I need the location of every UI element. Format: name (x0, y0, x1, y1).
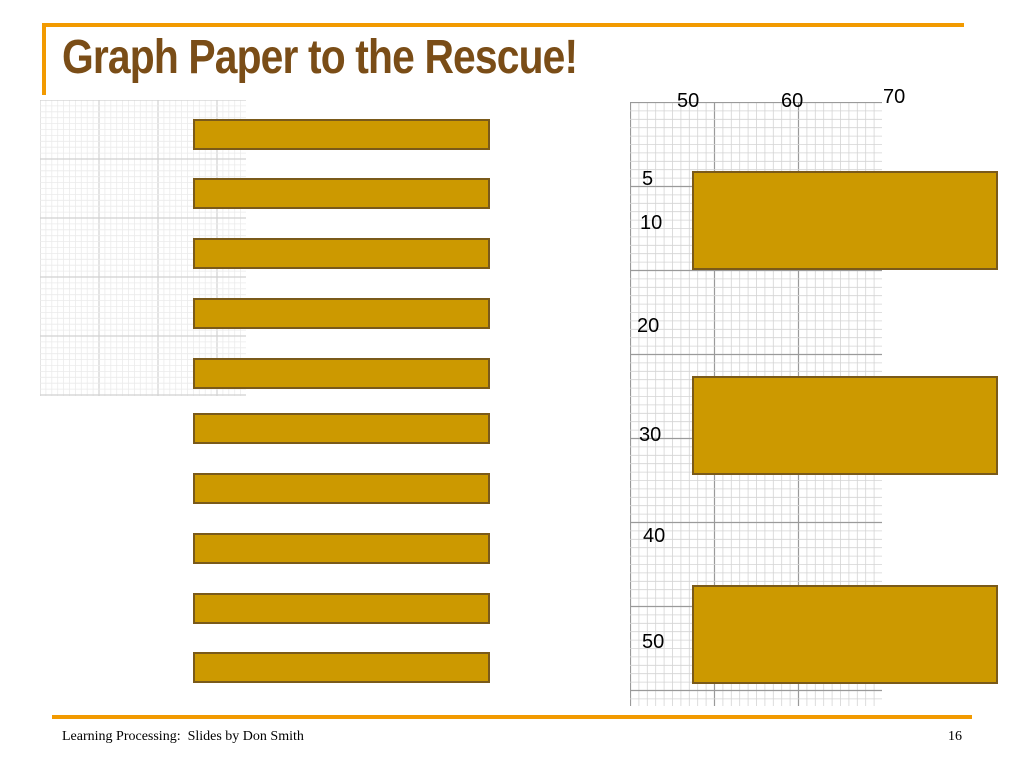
right-bar (692, 171, 998, 270)
x-axis-label: 50 (677, 90, 700, 112)
y-axis-label: 50 (642, 631, 665, 653)
page-number: 16 (948, 729, 962, 744)
left-bar (193, 593, 490, 624)
right-bar (692, 376, 998, 475)
title-accent-top (42, 23, 964, 27)
y-axis-label: 5 (642, 168, 654, 190)
right-bar (692, 585, 998, 684)
y-axis-label: 20 (637, 315, 660, 337)
y-axis-label: 30 (639, 424, 662, 446)
left-bar (193, 298, 490, 329)
left-bar (193, 473, 490, 504)
y-axis-label: 40 (643, 525, 666, 547)
left-bar (193, 413, 490, 444)
left-bar (193, 358, 490, 389)
title-accent-left (42, 23, 46, 95)
y-axis-label: 10 (640, 212, 663, 234)
left-bar (193, 178, 490, 209)
footer-credit: Learning Processing: Slides by Don Smith (62, 729, 304, 744)
x-axis-label: 70 (883, 86, 906, 108)
left-bar (193, 652, 490, 683)
left-bar (193, 238, 490, 269)
left-bar (193, 119, 490, 150)
x-axis-label: 60 (781, 90, 804, 112)
footer-divider (52, 715, 972, 719)
slide-title: Graph Paper to the Rescue! (62, 31, 578, 84)
left-bar (193, 533, 490, 564)
